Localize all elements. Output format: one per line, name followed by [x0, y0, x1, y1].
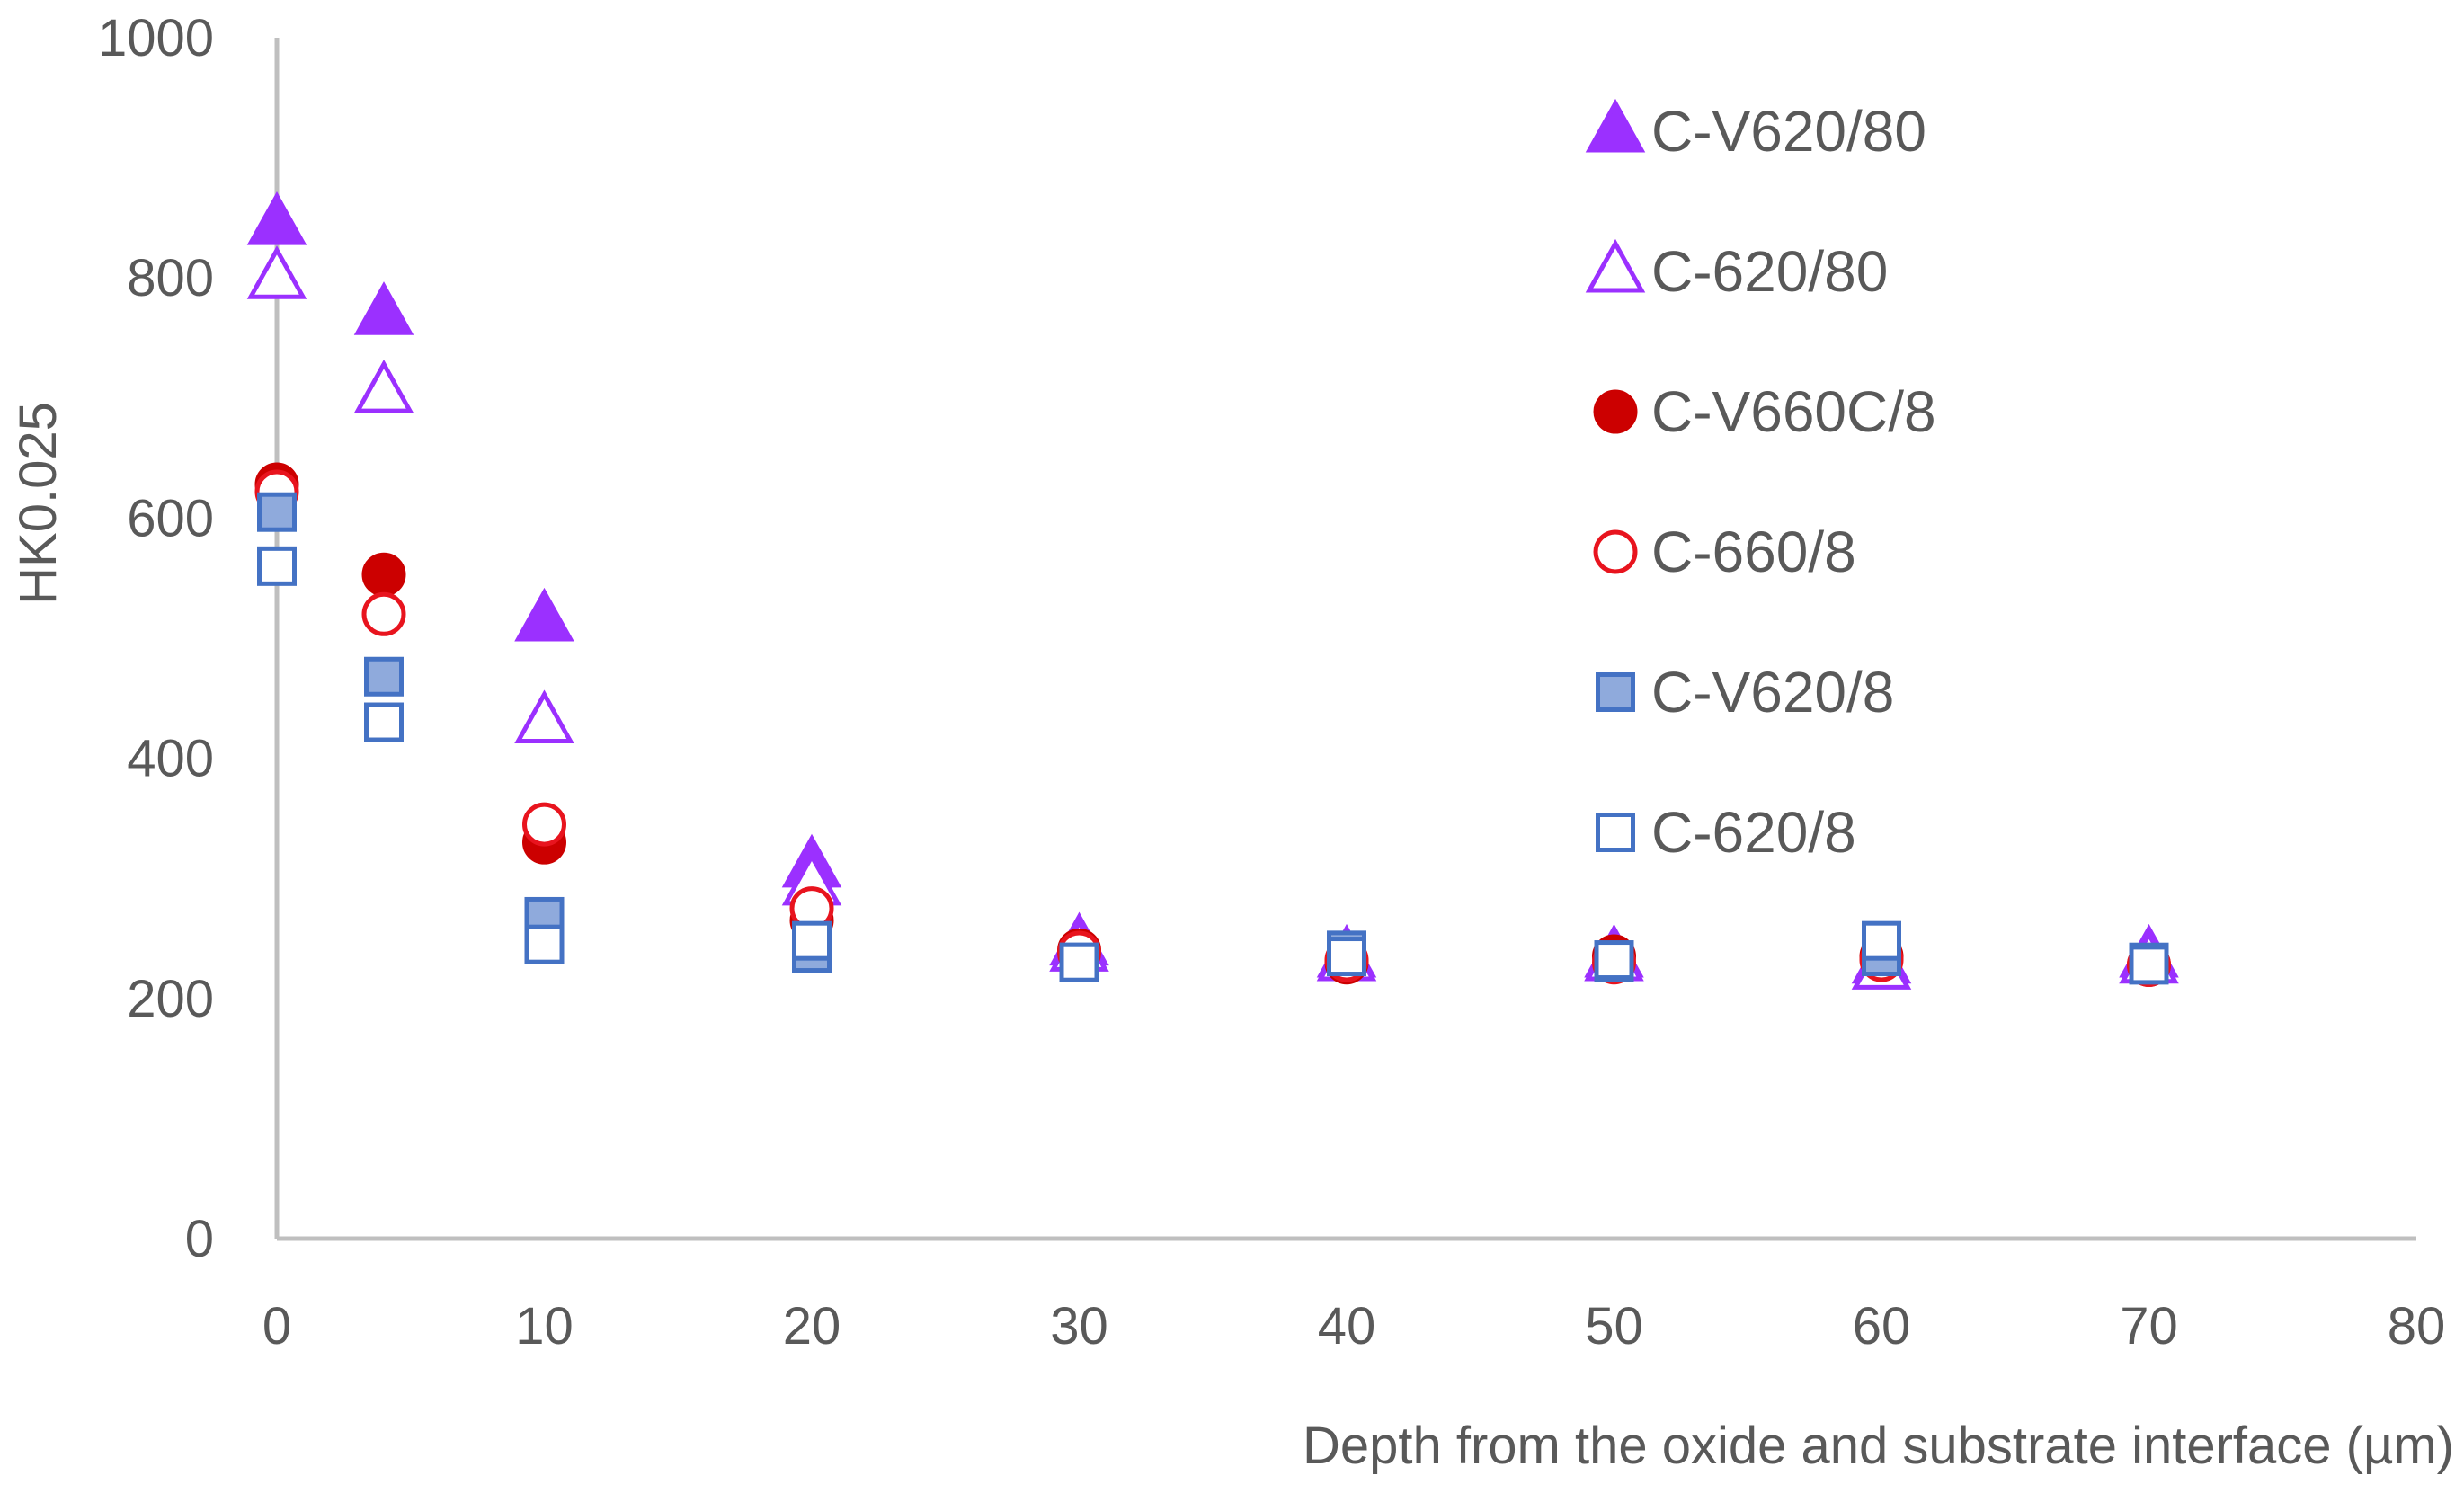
legend-item: C-660/8 — [1593, 520, 1856, 584]
legend-label: C-620/8 — [1651, 800, 1856, 865]
x-tick-label: 60 — [1853, 1297, 1911, 1355]
data-point — [514, 587, 574, 642]
legend-item: C-V660C/8 — [1593, 379, 1936, 444]
x-axis-title: Depth from the oxide and substrate inter… — [1303, 1417, 2454, 1475]
x-tick-label: 40 — [1318, 1297, 1376, 1355]
data-point — [364, 656, 404, 697]
axes — [274, 38, 2416, 1241]
data-point — [361, 591, 406, 636]
legend-marker — [1585, 98, 1646, 153]
y-tick-label: 400 — [127, 730, 214, 788]
x-tick-label: 30 — [1050, 1297, 1108, 1355]
y-tick-label: 600 — [127, 489, 214, 547]
x-tick-label: 20 — [783, 1297, 841, 1355]
legend-item: C-V620/8 — [1596, 660, 1894, 724]
legend: C-V620/80 C-620/80 C-V660C/8 C-660/8 C-V620/… — [1585, 98, 1936, 865]
data-point — [524, 924, 565, 964]
data-point — [514, 689, 574, 744]
data-point — [353, 359, 414, 413]
data-point — [246, 191, 307, 245]
x-tick-label: 0 — [262, 1297, 291, 1355]
x-tick-labels: 0 10 20 30 40 50 60 70 80 — [262, 1297, 2445, 1355]
x-tick-label: 70 — [2120, 1297, 2178, 1355]
legend-label: C-V620/8 — [1651, 660, 1894, 724]
y-tick-label: 800 — [127, 249, 214, 307]
legend-marker — [1585, 238, 1646, 293]
legend-label: C-620/80 — [1651, 239, 1888, 304]
data-point — [2129, 945, 2169, 985]
data-point — [1594, 940, 1634, 981]
y-axis-title: HK0.025 — [9, 402, 67, 605]
y-tick-labels: 0 200 400 600 800 1000 — [98, 9, 214, 1268]
legend-label: C-V660C/8 — [1651, 379, 1936, 444]
legend-marker — [1593, 389, 1638, 434]
data-point — [1059, 942, 1099, 982]
data-point — [246, 245, 307, 299]
legend-item: C-V620/80 — [1585, 98, 1926, 164]
data-point — [361, 552, 406, 597]
data-point — [1327, 937, 1366, 977]
x-tick-label: 10 — [515, 1297, 574, 1355]
y-tick-label: 200 — [127, 970, 214, 1028]
data-point — [364, 702, 404, 742]
legend-item: C-620/80 — [1585, 238, 1888, 304]
legend-marker — [1596, 672, 1635, 712]
legend-label: C-V620/80 — [1651, 99, 1926, 164]
x-tick-label: 50 — [1585, 1297, 1643, 1355]
data-point — [257, 492, 297, 532]
data-points — [246, 191, 2179, 990]
data-point — [522, 802, 566, 847]
data-point — [1862, 920, 1901, 961]
legend-item: C-620/8 — [1596, 800, 1856, 865]
series-c-620-8 — [257, 546, 2169, 985]
legend-marker — [1596, 813, 1635, 852]
y-tick-label: 0 — [185, 1210, 214, 1268]
data-point — [353, 281, 414, 335]
x-tick-label: 80 — [2388, 1297, 2446, 1355]
legend-label: C-660/8 — [1651, 520, 1856, 584]
y-tick-label: 1000 — [98, 9, 214, 67]
legend-marker — [1593, 529, 1638, 574]
data-point — [792, 920, 832, 961]
data-point — [257, 546, 297, 586]
